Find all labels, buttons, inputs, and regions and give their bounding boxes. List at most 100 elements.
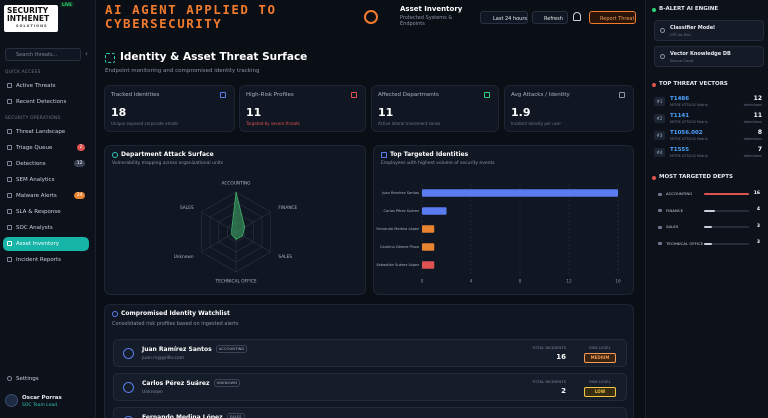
- vector-source: MITRE ATT&CK Matrix: [670, 120, 708, 124]
- y-tick-label: Juan Ramírez Santos: [381, 191, 419, 195]
- radar-label: SALES: [278, 254, 292, 260]
- range-button[interactable]: Last 24 hours: [480, 11, 528, 24]
- user-role: SOC Team Lead: [22, 403, 58, 408]
- nav-icon: [7, 193, 12, 198]
- logo: SECURITY INTHENET SOLUTIONS: [4, 5, 58, 32]
- radar-spoke: [201, 211, 237, 233]
- section-title: QUICK ACCESS: [5, 70, 41, 75]
- x-tick-label: 8: [519, 279, 522, 285]
- vector-rank: #3: [654, 131, 665, 140]
- dept-count: 4: [756, 207, 760, 212]
- nav-label: SOC Analysts: [16, 224, 53, 231]
- vectors-title: TOP THREAT VECTORS: [659, 81, 728, 87]
- nav-icon: [7, 209, 12, 214]
- vector-count-label: detections: [743, 103, 762, 107]
- page-title: Identity & Asset Threat Surface: [120, 51, 308, 63]
- refresh-button[interactable]: Refresh: [532, 11, 568, 24]
- identity-head: Juan Ramírez Santos ACCOUNTING: [142, 345, 248, 353]
- radar-label: Unknown: [174, 254, 194, 260]
- sidebar: SECURITY INTHENET SOLUTIONS LIVE Search thre…: [0, 0, 96, 418]
- department-tag: SALES: [226, 413, 245, 418]
- vector-row[interactable]: #4 T1555 MITRE ATT&CK Matrix 7 detections: [650, 145, 766, 160]
- dept-icon: [658, 209, 662, 212]
- identity-name: Carlos Pérez Suárez: [142, 379, 210, 387]
- stat-label: Tracked Identities: [111, 92, 160, 98]
- heading-icon: [105, 53, 115, 63]
- vector-id: T1056.002: [670, 130, 703, 136]
- user-avatar: [5, 394, 18, 407]
- nav-icon: [7, 241, 12, 246]
- risk-label: RISK LEVEL: [589, 345, 611, 350]
- vector-id: T1555: [670, 147, 690, 153]
- depts-title: MOST TARGETED DEPTS: [659, 174, 733, 180]
- vector-source: MITRE ATT&CK Matrix: [670, 154, 708, 158]
- nav-item[interactable]: Threat Landscape: [3, 125, 89, 139]
- notification-button[interactable]: [573, 12, 581, 21]
- panel-icon: [112, 152, 118, 158]
- nav-icon: [7, 83, 12, 88]
- report-button[interactable]: Report Threat: [589, 11, 636, 24]
- nav-item[interactable]: Asset Inventory: [3, 237, 89, 251]
- settings[interactable]: Settings: [3, 372, 89, 385]
- nav-icon: [7, 145, 12, 150]
- panel-title: Department Attack Surface: [121, 151, 214, 158]
- vectors-icon: [652, 83, 656, 87]
- collapse-button[interactable]: ‹: [85, 50, 88, 58]
- dept-track: [704, 226, 749, 228]
- radar-spoke: [201, 231, 237, 253]
- engine-card: Classifier Model GPT-4o-Mini: [654, 20, 764, 41]
- nav-badge: 12: [74, 160, 85, 167]
- dept-name: SALES: [666, 224, 679, 229]
- x-tick-label: 16: [615, 279, 621, 285]
- panel-subtitle: Consolidated risk profiles based on inge…: [112, 321, 239, 327]
- dept-name: FINANCE: [666, 207, 684, 213]
- range-label: Last 24 hours: [493, 15, 528, 22]
- identity-row[interactable]: Juan Ramírez Santos ACCOUNTING juan.rs@gri…: [113, 339, 627, 367]
- dept-name: TECHNICAL OFFICE: [666, 240, 704, 246]
- status-dot: [652, 8, 656, 12]
- stat-label: High-Risk Profiles: [246, 92, 294, 98]
- vector-row[interactable]: #1 T1486 MITRE ATT&CK Matrix 12 detections: [650, 94, 766, 109]
- logo-accent: INTHENET: [7, 14, 50, 23]
- nav-item[interactable]: Triage Queue 2: [3, 141, 89, 155]
- nav-item[interactable]: Incident Reports: [3, 253, 89, 267]
- stat-note: Incident density per user: [511, 121, 561, 126]
- vector-count: 12: [753, 95, 762, 102]
- dept-count: 3: [756, 223, 760, 229]
- engine-title: B-ALERT AI ENGINE: [659, 6, 719, 12]
- nav-item[interactable]: Malware Alerts 24: [3, 189, 89, 203]
- vector-count-label: detections: [743, 154, 762, 158]
- section-title: SECURITY OPERATIONS: [5, 116, 61, 121]
- radar-label: FINANCE: [278, 205, 297, 211]
- nav-item[interactable]: SLA & Response: [3, 205, 89, 219]
- panel-icon: [381, 152, 387, 158]
- identity-row[interactable]: Carlos Pérez Suárez UNKNOWN Unknown TOTAL I…: [113, 373, 627, 401]
- stat-value: 18: [111, 106, 127, 119]
- nav-item[interactable]: SEM Analytics: [3, 173, 89, 187]
- incidents-value: 2: [561, 387, 566, 395]
- radar-area: [231, 191, 246, 241]
- nav-item[interactable]: Recent Detections: [3, 95, 89, 109]
- vector-source: MITRE ATT&CK Matrix: [670, 103, 708, 107]
- nav-item[interactable]: SOC Analysts: [3, 221, 89, 235]
- y-tick-label: Carolina Gómez Pinzo: [380, 245, 419, 249]
- panel-icon: [112, 311, 118, 317]
- search-box[interactable]: Search threats...: [5, 48, 81, 61]
- nav-label: SLA & Response: [16, 208, 61, 215]
- identity-row[interactable]: Fernando Medina López SALES: [113, 407, 627, 418]
- refresh-label: Refresh: [544, 15, 563, 22]
- radar-chart: ACCOUNTING FINANCE SALES TECHNICAL OFFICE Un…: [174, 181, 298, 285]
- nav-item[interactable]: Active Threats: [3, 79, 89, 93]
- nav-item[interactable]: Detections 12: [3, 157, 89, 171]
- engine-name: Classifier Model: [670, 25, 715, 31]
- x-tick-label: 0: [421, 279, 424, 285]
- stat-note: Unique exposed corporate emails: [111, 121, 179, 126]
- vector-row[interactable]: #3 T1056.002 MITRE ATT&CK Matrix 8 detection…: [650, 128, 766, 143]
- engine-detail: Secure Cloud: [670, 59, 694, 63]
- logo-text: SECURITY: [7, 6, 49, 15]
- x-tick-label: 4: [470, 279, 473, 285]
- dept-count: 3: [756, 240, 760, 245]
- identity-head: Carlos Pérez Suárez UNKNOWN: [142, 379, 241, 387]
- vector-row[interactable]: #2 T1141 MITRE ATT&CK Matrix 11 detections: [650, 111, 766, 126]
